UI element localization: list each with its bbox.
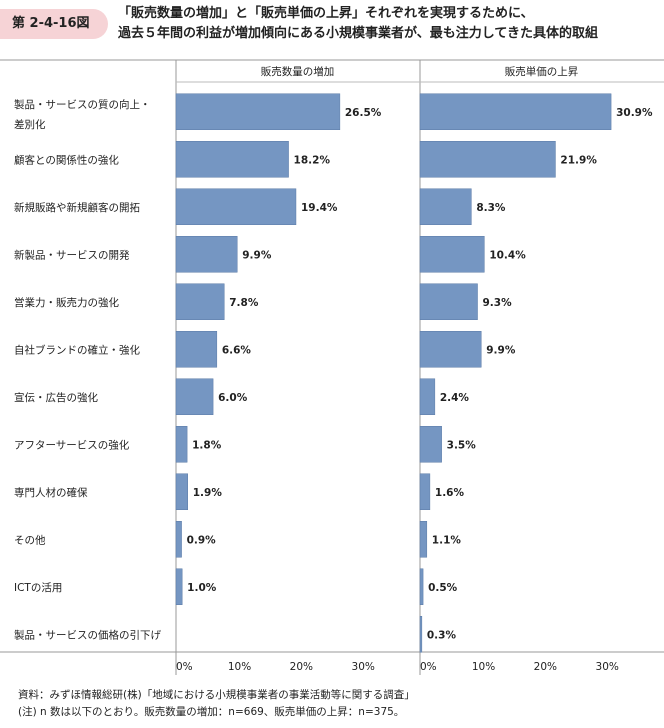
bar [175, 236, 238, 273]
bar [419, 93, 612, 130]
data-label: 2.4% [440, 392, 470, 404]
data-label: 1.6% [435, 487, 465, 499]
bar [175, 188, 297, 225]
bar [175, 141, 289, 178]
bar [175, 521, 182, 558]
source-note: 資料：みずほ情報総研(株)「地域における小規模事業者の事業活動等に関する調査」 [18, 689, 415, 701]
data-label: 3.5% [447, 439, 477, 451]
x-tick-label: 20% [534, 661, 557, 673]
x-tick-label: 0% [176, 661, 193, 673]
bar [419, 283, 478, 320]
data-label: 8.3% [476, 202, 506, 214]
figure-title-line-1: 「販売数量の増加」と「販売単価の上昇」それぞれを実現するために、 [118, 6, 534, 21]
bar [419, 141, 556, 178]
panel-title: 販売単価の上昇 [505, 65, 579, 78]
category-label: 新規販路や新規顧客の開拓 [14, 201, 140, 214]
bar [419, 236, 485, 273]
bar [419, 188, 472, 225]
data-label: 1.9% [193, 487, 223, 499]
sample-size-note: (注) n 数は以下のとおり。販売数量の増加：n=669、販売単価の上昇：n=3… [18, 706, 405, 718]
data-label: 9.9% [242, 249, 272, 261]
bar [175, 426, 188, 463]
category-label: 自社ブランドの確立・強化 [14, 343, 140, 356]
data-label: 1.0% [187, 582, 217, 594]
category-label: アフターサービスの強化 [14, 438, 130, 451]
data-label: 1.8% [192, 439, 222, 451]
x-tick-label: 10% [472, 661, 495, 673]
data-label: 21.9% [560, 154, 597, 166]
category-label: その他 [14, 533, 46, 546]
category-label: 顧客との関係性の強化 [14, 153, 119, 166]
data-label: 9.3% [483, 297, 513, 309]
category-label: 製品・サービスの質の向上・差別化 [14, 98, 151, 131]
bar [175, 283, 225, 320]
bar [175, 568, 183, 605]
bar [419, 473, 431, 510]
bar [419, 568, 424, 605]
figure-title: 「販売数量の増加」と「販売単価の上昇」それぞれを実現するために、 過去５年間の利… [118, 4, 658, 44]
category-label: 新製品・サービスの開発 [14, 248, 130, 261]
bar [175, 378, 214, 415]
bar [175, 93, 341, 130]
data-label: 18.2% [294, 154, 331, 166]
data-label: 9.9% [486, 344, 516, 356]
data-label: 30.9% [616, 107, 653, 119]
bar [419, 378, 436, 415]
data-label: 6.6% [222, 344, 252, 356]
data-label: 7.8% [229, 297, 259, 309]
bar [419, 426, 442, 463]
source-notes: 資料：みずほ情報総研(株)「地域における小規模事業者の事業活動等に関する調査」 … [18, 687, 415, 721]
x-tick-label: 30% [596, 661, 619, 673]
category-label: 営業力・販売力の強化 [14, 296, 119, 309]
data-label: 19.4% [301, 202, 338, 214]
bar [175, 331, 218, 368]
bar [419, 331, 482, 368]
figure-number-badge: 第 2-4-16図 [0, 9, 108, 39]
data-label: 0.9% [187, 534, 217, 546]
bar [419, 616, 423, 653]
data-label: 10.4% [489, 249, 526, 261]
category-label: 製品・サービスの価格の引下げ [14, 628, 161, 641]
category-label: 宣伝・広告の強化 [14, 391, 98, 404]
category-label: ICTの活用 [14, 582, 62, 594]
data-label: 0.5% [428, 582, 458, 594]
x-tick-label: 0% [420, 661, 437, 673]
bar [175, 473, 188, 510]
bar-chart: 製品・サービスの質の向上・差別化顧客との関係性の強化新規販路や新規顧客の開拓新製… [0, 59, 664, 675]
bar [419, 521, 428, 558]
data-label: 6.0% [218, 392, 248, 404]
figure-title-line-2: 過去５年間の利益が増加傾向にある小規模事業者が、最も注力してきた具体的取組 [118, 26, 598, 41]
x-tick-label: 30% [352, 661, 375, 673]
data-label: 0.3% [427, 629, 457, 641]
category-label: 専門人材の確保 [14, 486, 88, 499]
data-label: 26.5% [345, 107, 382, 119]
x-tick-label: 10% [228, 661, 251, 673]
x-tick-label: 20% [290, 661, 313, 673]
data-label: 1.1% [432, 534, 462, 546]
panel-title: 販売数量の増加 [261, 65, 335, 78]
